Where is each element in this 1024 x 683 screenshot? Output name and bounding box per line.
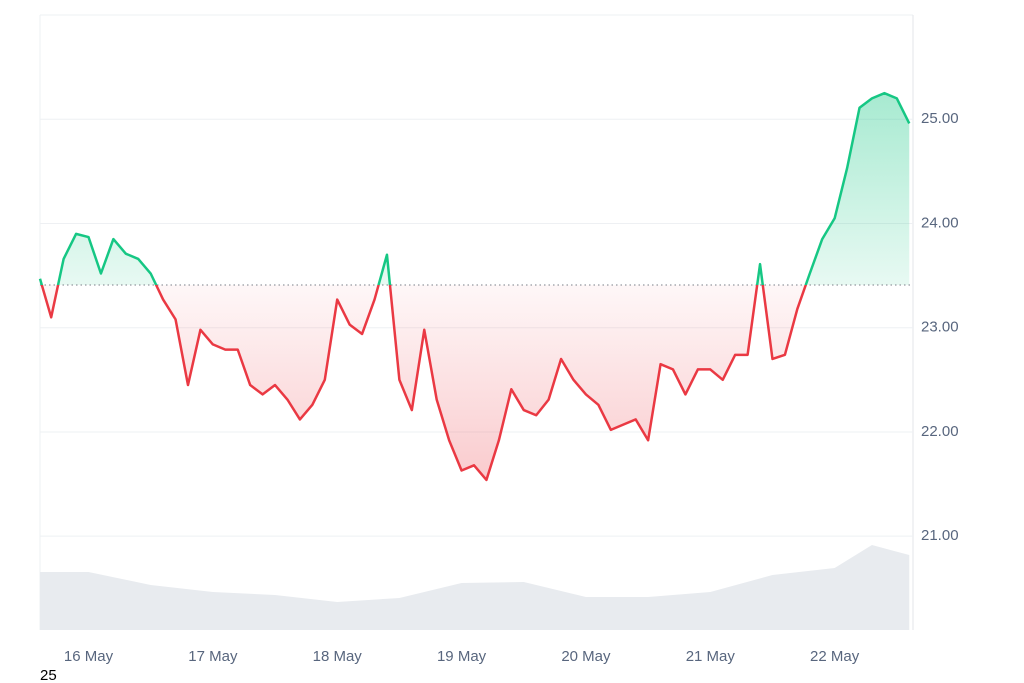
y-tick-label: 21.00 <box>921 527 959 544</box>
x-tick-label: 20 May <box>561 648 611 665</box>
x-tick-label: 18 May <box>313 648 363 665</box>
x-tick-label: 19 May <box>437 648 487 665</box>
volume-area <box>40 545 910 630</box>
y-tick-label: 22.00 <box>921 423 959 440</box>
y-tick-label: 24.00 <box>921 214 959 231</box>
y-tick-label: 25.00 <box>921 110 959 127</box>
price-area <box>40 93 910 480</box>
footnote: 25 <box>40 667 57 683</box>
price-line <box>38 91 911 482</box>
y-tick-label: 23.00 <box>921 319 959 336</box>
x-tick-label: 17 May <box>188 648 238 665</box>
x-tick-label: 21 May <box>686 648 736 665</box>
x-tick-label: 16 May <box>64 648 114 665</box>
x-tick-label: 22 May <box>810 648 860 665</box>
